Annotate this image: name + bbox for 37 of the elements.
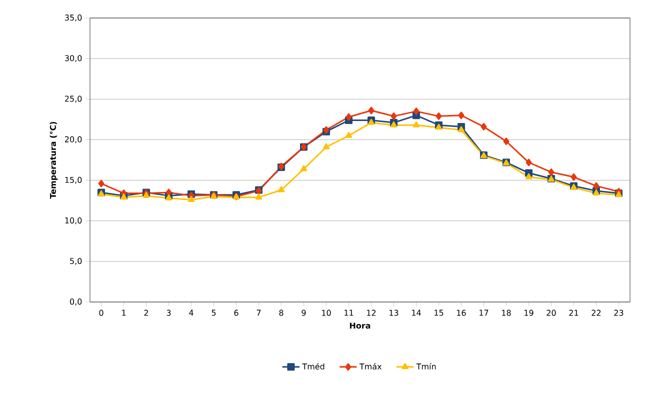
y-tick-label: 0,0 (70, 298, 82, 306)
x-tick-label: 4 (189, 310, 194, 316)
x-tick-label: 9 (302, 310, 306, 316)
x-tick-label: 19 (524, 310, 534, 316)
x-tick-label: 16 (457, 310, 466, 316)
x-tick-label: 17 (480, 310, 488, 316)
x-tick-label: 13 (390, 310, 398, 316)
legend-label: Tmín (416, 362, 436, 370)
y-tick-label: 20,0 (64, 136, 82, 144)
x-axis-title: Hora (350, 322, 370, 329)
y-tick-label: 25,0 (64, 96, 82, 103)
x-tick-label: 0 (99, 310, 104, 316)
x-tick-label: 18 (502, 310, 511, 316)
x-tick-label: 5 (212, 310, 216, 316)
x-tick-label: 2 (144, 310, 148, 316)
y-tick-label: 15,0 (65, 176, 82, 184)
x-tick-label: 11 (344, 310, 354, 316)
x-tick-label: 22 (592, 310, 601, 316)
y-tick-label: 5,0 (70, 258, 82, 265)
legend-label: Tméd (302, 362, 324, 370)
y-tick-label: 30,0 (65, 55, 82, 62)
x-tick-label: 23 (614, 310, 624, 316)
x-tick-label: 15 (434, 310, 444, 316)
x-tick-label: 1 (122, 310, 126, 316)
x-tick-label: 14 (412, 310, 421, 316)
x-tick-label: 20 (546, 310, 556, 316)
x-tick-label: 8 (279, 310, 284, 316)
x-tick-label: 3 (166, 310, 171, 316)
y-tick-label: 35,0 (65, 14, 82, 22)
x-tick-label: 10 (322, 310, 331, 316)
x-tick-label: 21 (569, 310, 578, 316)
x-tick-label: 6 (234, 310, 238, 316)
x-tick-label: 12 (367, 310, 376, 316)
legend-label: Tmáx (359, 362, 382, 370)
y-tick-label: 10,0 (65, 217, 82, 224)
y-axis-title: Temperatura (°C) (50, 122, 58, 199)
x-tick-label: 7 (256, 310, 261, 316)
